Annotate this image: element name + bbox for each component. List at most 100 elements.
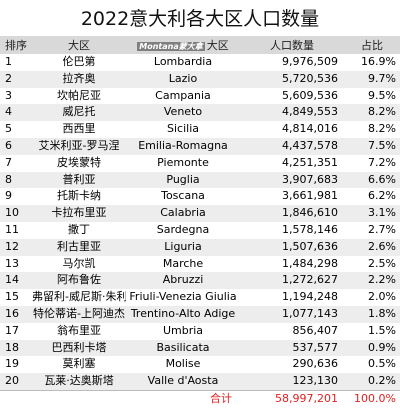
region-en-cell: Friuli-Venezia Giulia bbox=[129, 290, 237, 304]
region-en-cell: Molise bbox=[165, 357, 201, 371]
rank-cell: 5 bbox=[5, 122, 12, 136]
table-row: 6 艾米利亚-罗马涅 Emilia-Romagna 4,437,578 7.5% bbox=[0, 137, 400, 155]
table-row: 12 利古里亚 Liguria 1,507,636 2.6% bbox=[0, 238, 400, 256]
table-row: 18 巴西利卡塔 Basilicata 537,577 0.9% bbox=[0, 339, 400, 357]
share-cell: 1.5% bbox=[368, 323, 396, 337]
population-cell: 290,636 bbox=[292, 357, 339, 371]
region-cn-cell: 卡拉布里亚 bbox=[51, 206, 107, 220]
rank-cell: 12 bbox=[5, 239, 19, 253]
rank-cell: 20 bbox=[5, 374, 19, 388]
region-en-cell: Liguria bbox=[164, 239, 202, 253]
rank-cell: 17 bbox=[5, 323, 19, 337]
region-en-cell: Sicilia bbox=[167, 122, 199, 136]
share-cell: 2.2% bbox=[368, 273, 396, 287]
share-cell: 3.1% bbox=[368, 206, 396, 220]
population-cell: 5,609,536 bbox=[282, 88, 338, 102]
population-cell: 3,661,981 bbox=[282, 189, 338, 203]
total-label: 合计 bbox=[210, 391, 232, 405]
region-en-cell: Basilicata bbox=[156, 340, 210, 354]
population-cell: 4,251,351 bbox=[282, 155, 338, 169]
region-en-cell: Calabria bbox=[160, 206, 206, 220]
table-row: 10 卡拉布里亚 Calabria 1,846,610 3.1% bbox=[0, 205, 400, 222]
region-en-cell: Marche bbox=[162, 256, 204, 270]
share-cell: 6.6% bbox=[368, 172, 396, 186]
rank-cell: 6 bbox=[5, 138, 12, 152]
region-cn-cell: 阿布鲁佐 bbox=[57, 273, 101, 287]
population-cell: 3,907,683 bbox=[282, 172, 338, 186]
table-row: 19 莫利塞 Molise 290,636 0.5% bbox=[0, 356, 400, 374]
rank-cell: 14 bbox=[5, 273, 19, 287]
header-region-en-label: 大区 bbox=[206, 39, 229, 52]
share-cell: 9.7% bbox=[368, 71, 396, 85]
table-row: 16 特伦蒂诺-上阿迪杰 Trentino-Alto Adige 1,077,143 1… bbox=[0, 305, 400, 323]
population-cell: 4,849,553 bbox=[282, 105, 338, 119]
region-cn-cell: 瓦莱·达奥斯塔 bbox=[44, 374, 114, 388]
region-en-cell: Trentino-Alto Adige bbox=[130, 306, 236, 320]
rank-cell: 16 bbox=[5, 306, 19, 320]
region-cn-cell: 撒丁 bbox=[68, 222, 90, 236]
header-rank: 排序 bbox=[5, 39, 27, 52]
table-row: 17 翁布里亚 Umbria 856,407 1.5% bbox=[0, 322, 400, 340]
table-header: 排序 大区 Montana蒙大拿 大区 人口数量 占比 bbox=[0, 36, 400, 54]
total-row: 合计 58,997,201 100.0% bbox=[0, 389, 400, 408]
rank-cell: 9 bbox=[5, 189, 12, 203]
rank-cell: 2 bbox=[5, 71, 12, 85]
table-row: 8 普利亚 Puglia 3,907,683 6.6% bbox=[0, 171, 400, 189]
region-en-cell: Puglia bbox=[166, 172, 200, 186]
header-region-en: Montana蒙大拿 大区 bbox=[126, 37, 240, 53]
rank-cell: 1 bbox=[5, 55, 12, 68]
share-cell: 0.5% bbox=[368, 357, 396, 371]
region-en-cell: Umbria bbox=[162, 323, 204, 337]
share-cell: 2.0% bbox=[368, 290, 396, 304]
share-cell: 0.9% bbox=[368, 340, 396, 354]
rank-cell: 10 bbox=[5, 206, 19, 220]
table-row: 20 瓦莱·达奥斯塔 Valle d'Aosta 123,130 0.2% bbox=[0, 373, 400, 390]
population-cell: 9,976,509 bbox=[282, 55, 338, 68]
region-en-cell: Piemonte bbox=[157, 155, 209, 169]
rank-cell: 15 bbox=[5, 290, 19, 304]
table-body: 1 伦巴第 Lombardia 9,976,509 16.9% 2 拉齐奥 Lazio 5,72… bbox=[0, 54, 400, 390]
header-share: 占比 bbox=[361, 39, 383, 52]
rank-cell: 13 bbox=[5, 256, 19, 270]
region-en-cell: Emilia-Romagna bbox=[138, 138, 228, 152]
population-cell: 4,814,016 bbox=[282, 122, 338, 136]
population-cell: 1,484,298 bbox=[282, 256, 338, 270]
table-row: 7 皮埃蒙特 Piemonte 4,251,351 7.2% bbox=[0, 154, 400, 172]
header-population: 人口数量 bbox=[270, 39, 314, 52]
share-cell: 7.5% bbox=[368, 138, 396, 152]
table-row: 15 弗留利-威尼斯·朱利亚Friuli-Venezia Giulia 1,194,… bbox=[0, 289, 400, 306]
region-cn-cell: 威尼托 bbox=[62, 105, 96, 119]
rank-cell: 18 bbox=[5, 340, 19, 354]
rank-cell: 11 bbox=[5, 222, 19, 236]
region-en-cell: Valle d'Aosta bbox=[147, 374, 219, 388]
region-cn-cell: 普利亚 bbox=[62, 172, 96, 186]
share-cell: 2.7% bbox=[368, 222, 396, 236]
region-en-cell: Veneto bbox=[163, 105, 203, 119]
region-cn-cell: 西西里 bbox=[62, 122, 96, 136]
region-cn-cell: 巴西利卡塔 bbox=[51, 340, 107, 354]
population-cell: 1,077,143 bbox=[282, 306, 338, 320]
table-row: 4 威尼托 Veneto 4,849,553 8.2% bbox=[0, 104, 400, 122]
region-cn-cell: 皮埃蒙特 bbox=[57, 155, 101, 169]
region-en-cell: Toscana bbox=[161, 189, 205, 203]
table-row: 3 坎帕尼亚 Campania 5,609,536 9.5% bbox=[0, 87, 400, 105]
rank-cell: 7 bbox=[5, 155, 12, 169]
region-cn-cell: 特伦蒂诺-上阿迪杰 bbox=[33, 306, 125, 320]
population-cell: 1,194,248 bbox=[282, 290, 338, 304]
total-share: 100.0% bbox=[354, 391, 396, 405]
region-cn-cell: 翁布里亚 bbox=[57, 323, 101, 337]
region-cn-cell: 利古里亚 bbox=[57, 239, 101, 253]
region-en-cell: Lombardia bbox=[153, 55, 213, 68]
region-cn-cell: 艾米利亚-罗马涅 bbox=[38, 138, 120, 152]
region-en-cell: Abruzzi bbox=[162, 273, 204, 287]
population-cell: 5,720,536 bbox=[282, 71, 338, 85]
rank-cell: 4 bbox=[5, 105, 12, 119]
population-cell: 856,407 bbox=[292, 323, 339, 337]
region-en-cell: Lazio bbox=[168, 71, 198, 85]
share-cell: 2.6% bbox=[368, 239, 396, 253]
watermark-logo: Montana蒙大拿 bbox=[137, 42, 205, 51]
rank-cell: 8 bbox=[5, 172, 12, 186]
population-cell: 123,130 bbox=[292, 374, 339, 388]
share-cell: 6.2% bbox=[368, 189, 396, 203]
region-cn-cell: 托斯卡纳 bbox=[57, 189, 101, 203]
